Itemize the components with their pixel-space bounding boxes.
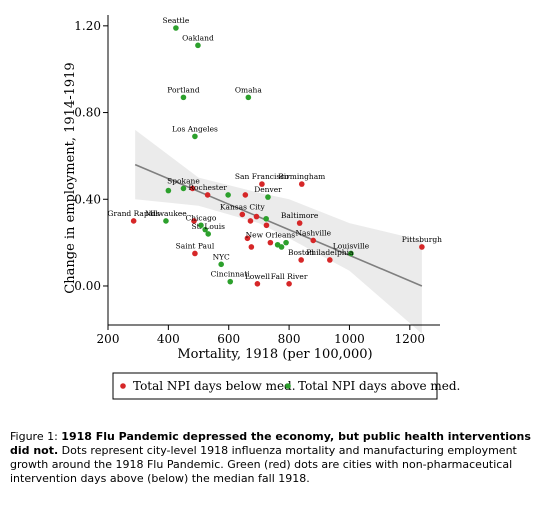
caption-prefix: Figure 1: bbox=[10, 430, 62, 443]
city-label: Cincinnati bbox=[211, 270, 251, 279]
data-point-below bbox=[286, 281, 292, 287]
fit-line bbox=[134, 163, 423, 287]
city-label: Birmingham bbox=[278, 172, 325, 181]
x-tick-label: 800 bbox=[278, 332, 301, 346]
city-label: Milwaukee bbox=[145, 209, 187, 218]
data-point-below bbox=[267, 239, 274, 246]
city-label: Omaha bbox=[235, 85, 263, 94]
data-point-above bbox=[195, 42, 201, 49]
data-point-below bbox=[191, 218, 197, 224]
y-tick-label: 0.00 bbox=[74, 279, 101, 293]
data-point-below bbox=[244, 235, 251, 242]
data-point-above bbox=[245, 94, 252, 101]
city-label: Kansas City bbox=[220, 202, 266, 211]
data-point-below bbox=[254, 281, 261, 287]
data-point-above bbox=[163, 218, 169, 224]
legend-marker-below bbox=[120, 383, 126, 389]
data-point-above bbox=[180, 185, 187, 192]
y-tick-label: 0.40 bbox=[74, 192, 101, 206]
city-label: Louisville bbox=[333, 241, 370, 250]
data-point-below bbox=[239, 211, 246, 218]
city-label: Nashville bbox=[295, 228, 331, 237]
data-point-below bbox=[248, 244, 255, 250]
data-point-below bbox=[259, 181, 265, 187]
data-point-above bbox=[205, 231, 212, 237]
confidence-band bbox=[135, 129, 422, 334]
caption-text: Dots represent city-level 1918 influenza… bbox=[10, 444, 517, 485]
data-point-below bbox=[296, 220, 303, 226]
confidence-band-layer bbox=[135, 129, 422, 334]
y-tick-label: 1.20 bbox=[74, 19, 101, 33]
city-label: Spokane bbox=[167, 176, 200, 185]
data-point-above bbox=[192, 133, 198, 140]
legend-label-below: Total NPI days below med. bbox=[133, 379, 296, 393]
legend: Total NPI days below med. Total NPI days… bbox=[112, 372, 460, 400]
data-point-below bbox=[310, 237, 317, 244]
data-point-below bbox=[298, 181, 305, 187]
data-point-below bbox=[130, 218, 137, 224]
data-point-above bbox=[265, 194, 271, 200]
city-label: Denver bbox=[254, 185, 282, 194]
city-label: St. Louis bbox=[191, 222, 225, 231]
data-point-above bbox=[202, 226, 208, 233]
data-point-above bbox=[165, 187, 172, 194]
city-label: NYC bbox=[213, 252, 230, 261]
city-label: Baltimore bbox=[281, 211, 319, 220]
caption-bold-title: 1918 Flu Pandemic depressed the economy,… bbox=[10, 430, 531, 457]
y-axis-title: Change in employment, 1914-1919 bbox=[63, 62, 78, 293]
scatter-chart: 200 400 600 800 1000 1200 0.00 0.40 0.80 1.20 Gra… bbox=[63, 15, 460, 400]
city-label: Chicago bbox=[185, 213, 216, 222]
data-point-below bbox=[419, 244, 425, 250]
x-tick-label: 1200 bbox=[395, 332, 426, 346]
data-points bbox=[130, 25, 425, 287]
ticks: 200 400 600 800 1000 1200 0.00 0.40 0.80 1.20 bbox=[74, 19, 425, 346]
city-label: Boston bbox=[288, 248, 314, 257]
data-point-below bbox=[253, 213, 260, 220]
city-label: San Francisco bbox=[235, 172, 290, 181]
city-label: New Orleans bbox=[246, 231, 296, 240]
city-label: Grand Rapids bbox=[108, 209, 160, 218]
data-point-above bbox=[278, 244, 285, 250]
legend-label-above: Total NPI days above med. bbox=[298, 379, 460, 393]
data-point-above bbox=[180, 94, 187, 101]
city-label: Los Angeles bbox=[172, 124, 218, 133]
data-point-above bbox=[227, 278, 234, 285]
data-point-below bbox=[263, 222, 270, 229]
y-tick-label: 0.80 bbox=[74, 106, 101, 120]
data-point-below bbox=[247, 218, 254, 224]
city-label: Fall River bbox=[271, 272, 308, 281]
x-axis-title: Mortality, 1918 (per 100,000) bbox=[177, 347, 372, 362]
axes bbox=[107, 15, 440, 326]
data-point-below bbox=[327, 257, 333, 263]
figure-caption: Figure 1: 1918 Flu Pandemic depressed th… bbox=[10, 430, 535, 486]
x-tick-label: 200 bbox=[97, 332, 120, 346]
fit-line-layer bbox=[134, 163, 423, 287]
data-point-above bbox=[348, 250, 354, 257]
data-point-below bbox=[242, 192, 249, 198]
city-label: Pittsburgh bbox=[402, 235, 442, 244]
data-point-above bbox=[283, 239, 289, 246]
data-point-below bbox=[204, 192, 211, 198]
city-label: Lowell bbox=[245, 272, 271, 281]
legend-box bbox=[112, 372, 438, 400]
data-point-above bbox=[218, 261, 224, 268]
data-point-below bbox=[298, 257, 304, 263]
data-point-above bbox=[225, 192, 231, 198]
city-label: Saint Paul bbox=[176, 241, 215, 250]
data-point-above bbox=[263, 215, 269, 222]
city-label: Portland bbox=[167, 85, 200, 94]
city-label: Oakland bbox=[182, 33, 214, 42]
x-tick-label: 1000 bbox=[334, 332, 365, 346]
x-tick-label: 600 bbox=[217, 332, 240, 346]
data-point-above bbox=[198, 222, 204, 229]
data-point-below bbox=[189, 185, 196, 192]
city-label: Philadelphia bbox=[306, 248, 354, 257]
data-point-below bbox=[192, 250, 198, 257]
city-label: Seattle bbox=[162, 16, 189, 25]
legend-marker-above bbox=[285, 383, 291, 389]
city-labels: Grand Rapids Rochester Saint Paul San Franc… bbox=[108, 16, 443, 281]
x-tick-label: 400 bbox=[157, 332, 180, 346]
data-point-above bbox=[173, 25, 179, 31]
city-label: Rochester bbox=[188, 183, 227, 192]
